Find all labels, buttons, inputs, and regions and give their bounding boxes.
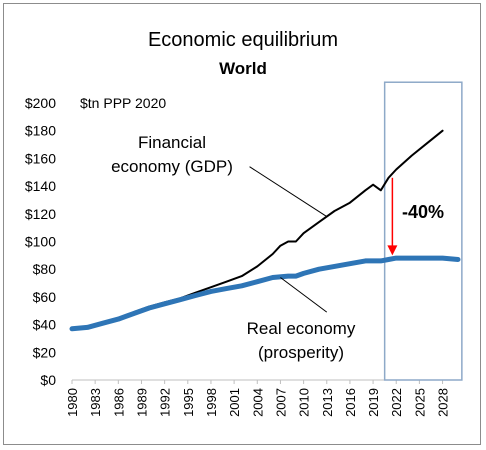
- y-tick-label: $20: [33, 344, 57, 360]
- chart-subtitle: World: [219, 59, 267, 78]
- y-tick-label: $120: [25, 206, 56, 222]
- y-tick-label: $0: [40, 372, 56, 388]
- x-tick-label: 2019: [366, 388, 381, 417]
- x-tick-label: 2025: [412, 388, 427, 417]
- x-tick-label: 2007: [273, 388, 288, 417]
- series-line-real: [69, 255, 461, 332]
- y-tick-label: $140: [25, 178, 56, 194]
- y-axis: $0 $20 $40 $60 $80 $100 $120 $140 $160 $180 $200: [25, 95, 56, 388]
- x-tick-label: 1995: [181, 388, 196, 417]
- gdp-leader-line: [249, 166, 328, 217]
- y-tick-label: $80: [33, 261, 57, 277]
- annotation-layer: [249, 166, 398, 313]
- x-tick-label: 2001: [227, 388, 242, 417]
- unit-note: $tn PPP 2020: [80, 95, 166, 111]
- real-label-line1: Real economy: [247, 319, 356, 338]
- y-tick-label: $60: [33, 289, 57, 305]
- y-tick-label: $180: [25, 123, 56, 139]
- x-tick-label: 1992: [158, 388, 173, 417]
- forecast-highlight-rect: [383, 81, 463, 381]
- chart-frame: [3, 3, 481, 445]
- y-tick-label: $40: [33, 317, 57, 333]
- x-tick-label: 2013: [320, 388, 335, 417]
- x-axis: 1980 1983 1986 1989 1992 1995 1998 2001 2004 2007…: [65, 379, 458, 417]
- gdp-label-line2: economy (GDP): [111, 157, 233, 176]
- x-tick-label: 2028: [436, 388, 451, 417]
- real-leader-line: [280, 277, 328, 313]
- x-tick-label: 2010: [297, 388, 312, 417]
- x-tick-label: 2016: [343, 388, 358, 417]
- x-tick-label: 1998: [204, 388, 219, 417]
- x-tick-label: 2022: [389, 388, 404, 417]
- gap-arrow-head: [387, 245, 398, 256]
- y-tick-label: $100: [25, 234, 56, 250]
- chart-title: Economic equilibrium: [148, 29, 338, 51]
- series-layer: [69, 129, 461, 332]
- x-tick-label: 1986: [111, 388, 126, 417]
- gap-percent-label: -40%: [402, 202, 444, 222]
- y-tick-label: $160: [25, 150, 56, 166]
- forecast-highlight-box: [383, 81, 463, 381]
- x-tick-label: 2004: [250, 388, 265, 417]
- real-label-line2: (prosperity): [258, 343, 344, 362]
- x-tick-label: 1989: [134, 388, 149, 417]
- x-tick-label: 1983: [88, 388, 103, 417]
- x-tick-label: 1980: [65, 388, 80, 417]
- y-tick-label: $200: [25, 95, 56, 111]
- gdp-label-line1: Financial: [138, 133, 206, 152]
